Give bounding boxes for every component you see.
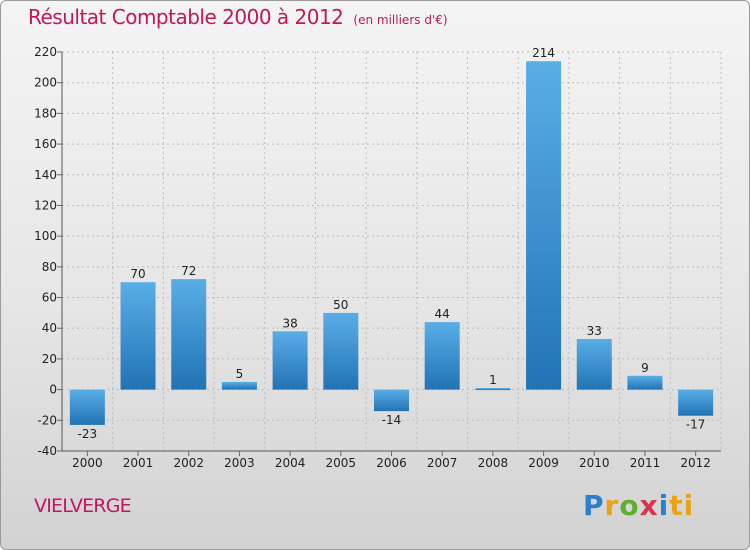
logo-letter: o <box>619 489 640 522</box>
y-tick-label: 80 <box>42 260 57 274</box>
bar-2012 <box>678 389 714 416</box>
axes <box>57 51 721 456</box>
x-tick-label: 2011 <box>630 456 661 470</box>
y-tick-label: 20 <box>42 352 57 366</box>
bar-2004 <box>272 331 308 390</box>
bar-2006 <box>374 389 409 412</box>
x-tick-label: 2006 <box>376 456 407 470</box>
bar-2011 <box>627 375 663 390</box>
x-tick-label: 2001 <box>123 456 154 470</box>
data-label: 5 <box>236 367 244 381</box>
data-label: 44 <box>435 307 450 321</box>
y-tick-label: 120 <box>34 198 57 212</box>
bar-2002 <box>171 279 207 390</box>
data-label: 214 <box>532 46 555 60</box>
data-label: -23 <box>78 427 98 441</box>
data-label: 38 <box>282 316 297 330</box>
data-label: 72 <box>181 264 196 278</box>
data-label: 33 <box>587 324 602 338</box>
logo-letter: ti <box>669 489 695 522</box>
data-label: 70 <box>130 267 145 281</box>
y-tick-label: 180 <box>34 106 57 120</box>
y-tick-label: 160 <box>34 137 57 151</box>
x-tick-label: 2012 <box>680 456 711 470</box>
x-tick-label: 2003 <box>224 456 255 470</box>
y-tick-label: 100 <box>34 229 57 243</box>
data-label: 9 <box>641 361 649 375</box>
y-tick-label: 200 <box>34 76 57 90</box>
chart-title-text: Résultat Comptable 2000 à 2012 <box>28 5 344 29</box>
y-tick-label: -20 <box>37 413 57 427</box>
bar-2010 <box>576 338 612 390</box>
bars <box>69 61 714 425</box>
y-tick-label: 220 <box>34 45 57 59</box>
y-axis-labels: -40 -20 0 20 40 60 80 100 120 140 160 180 200 220 <box>34 45 57 458</box>
x-tick-label: 2005 <box>326 456 357 470</box>
bar-2001 <box>120 282 156 390</box>
x-tick-label: 2009 <box>528 456 559 470</box>
bar-2008 <box>475 388 511 391</box>
data-label: 50 <box>333 298 348 312</box>
chart-title: Résultat Comptable 2000 à 2012 (en millie… <box>28 5 448 29</box>
x-tick-label: 2000 <box>72 456 103 470</box>
place-name: VIELVERGE <box>34 495 132 517</box>
x-axis-labels: 2000 2001 2002 2003 2004 2005 2006 2007 2008 2009… <box>72 456 711 470</box>
logo-letter: P <box>583 489 605 522</box>
y-tick-label: 40 <box>42 321 57 335</box>
data-label: -14 <box>382 413 402 427</box>
x-tick-label: 2010 <box>579 456 610 470</box>
y-tick-label: 140 <box>34 168 57 182</box>
data-label: -17 <box>686 418 706 432</box>
logo-letter: x <box>639 489 659 522</box>
data-labels: -23 70 72 5 38 50 -14 44 1 214 33 9 -17 <box>78 46 706 441</box>
logo-letter: r <box>604 489 620 522</box>
x-tick-label: 2008 <box>478 456 509 470</box>
x-tick-label: 2004 <box>275 456 306 470</box>
bar-2000 <box>69 389 105 425</box>
y-tick-label: 0 <box>49 383 57 397</box>
bar-2003 <box>221 381 257 390</box>
chart-subtitle: (en milliers d'€) <box>353 13 448 27</box>
data-label: 1 <box>489 373 497 387</box>
y-tick-label: -40 <box>37 444 57 458</box>
logo-letter: i <box>658 489 670 522</box>
bar-2005 <box>323 312 359 390</box>
x-tick-label: 2007 <box>427 456 458 470</box>
bar-2007 <box>424 322 460 390</box>
y-tick-label: 60 <box>42 291 57 305</box>
x-tick-label: 2002 <box>173 456 204 470</box>
gridlines <box>61 51 722 452</box>
bar-2009 <box>526 61 562 390</box>
proxiti-logo: Proxiti <box>583 489 694 522</box>
